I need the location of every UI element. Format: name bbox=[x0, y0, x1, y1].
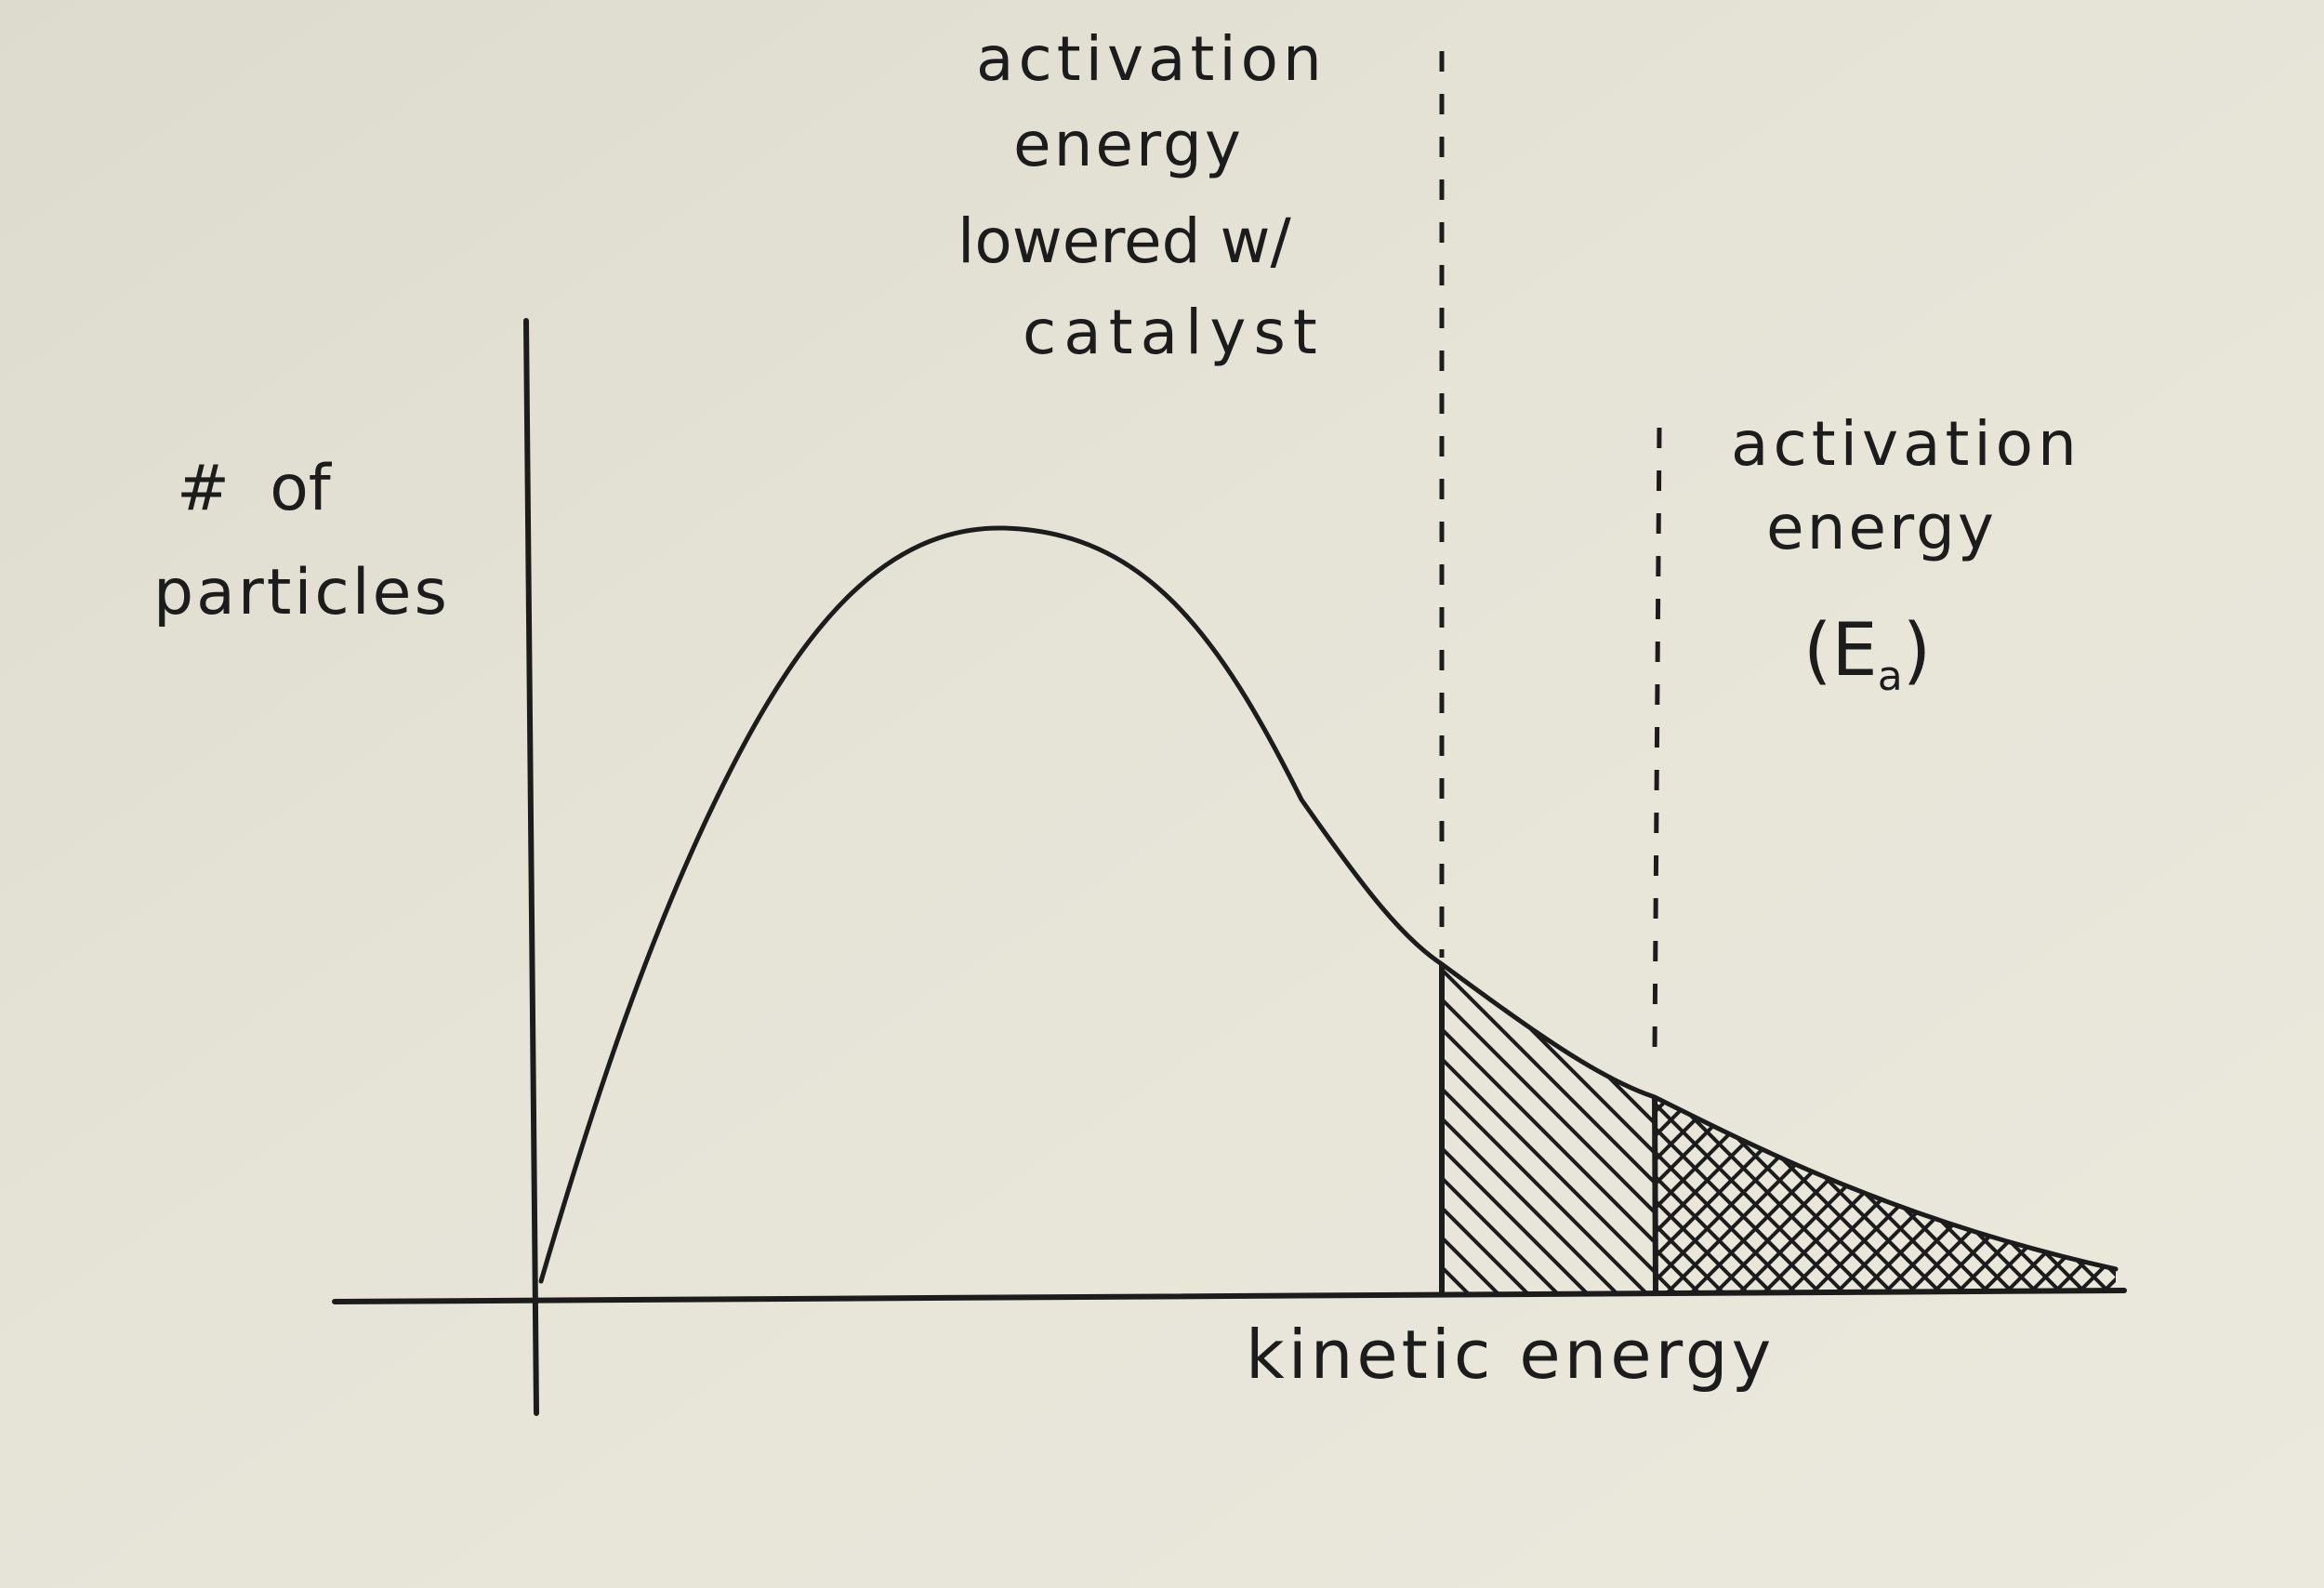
activation-label-line-3: (Ea) bbox=[1803, 609, 1931, 700]
catalyst-hatch-line bbox=[1442, 964, 1622, 1294]
activation-hatch-line bbox=[1655, 1097, 1729, 1292]
catalyst-hatch-line bbox=[1442, 964, 1592, 1294]
activation-boundary-line bbox=[1652, 1096, 1658, 1292]
activation-label-line-1: activation bbox=[1731, 408, 2081, 480]
y-axis bbox=[523, 318, 539, 1416]
catalyst-hatch-line bbox=[1442, 964, 1563, 1294]
x-axis-label: kinetic energy bbox=[1246, 1316, 1775, 1394]
catalyst-activation-label: activation energy lowered w/ catalyst bbox=[957, 23, 1327, 368]
activation-label-line-2: energy bbox=[1766, 492, 1997, 563]
catalyst-label-line-1: activation bbox=[976, 23, 1327, 95]
catalyst-hatch-line bbox=[1442, 964, 1655, 1294]
activation-hatch-line bbox=[1655, 1097, 1753, 1292]
catalyst-hatch-line bbox=[1442, 964, 1652, 1294]
catalyst-hatch-line bbox=[1442, 964, 1533, 1294]
catalyst-hatch-line bbox=[1442, 964, 1655, 1294]
catalyst-hatch-line bbox=[1442, 964, 1503, 1294]
activation-energy-label: activation energy (Ea) bbox=[1731, 408, 2081, 700]
catalyst-label-line-2: energy bbox=[1013, 109, 1244, 180]
ea-open: (E bbox=[1803, 609, 1878, 693]
activation-crosshatch-line bbox=[1655, 1097, 1729, 1292]
catalyst-hatch-line bbox=[1442, 964, 1655, 1294]
y-axis-label: # of particles bbox=[153, 452, 450, 629]
catalyst-label-line-3: lowered w/ bbox=[957, 205, 1291, 277]
x-axis bbox=[332, 1288, 2127, 1304]
ea-close: ) bbox=[1903, 609, 1931, 693]
activation-hatch-line bbox=[1655, 1097, 1705, 1292]
activation-crosshatch-line bbox=[2024, 1097, 2116, 1292]
y-axis-label-line-1: # of bbox=[177, 452, 333, 525]
activation-crosshatch-line bbox=[1655, 1097, 1705, 1292]
ea-subscript: a bbox=[1878, 653, 1903, 700]
activation-energy-dashed-line bbox=[1652, 427, 1662, 1052]
distribution-curve bbox=[538, 525, 2119, 1284]
catalyst-label-line-4: catalyst bbox=[1023, 297, 1325, 368]
y-axis-label-line-2: particles bbox=[153, 556, 450, 629]
